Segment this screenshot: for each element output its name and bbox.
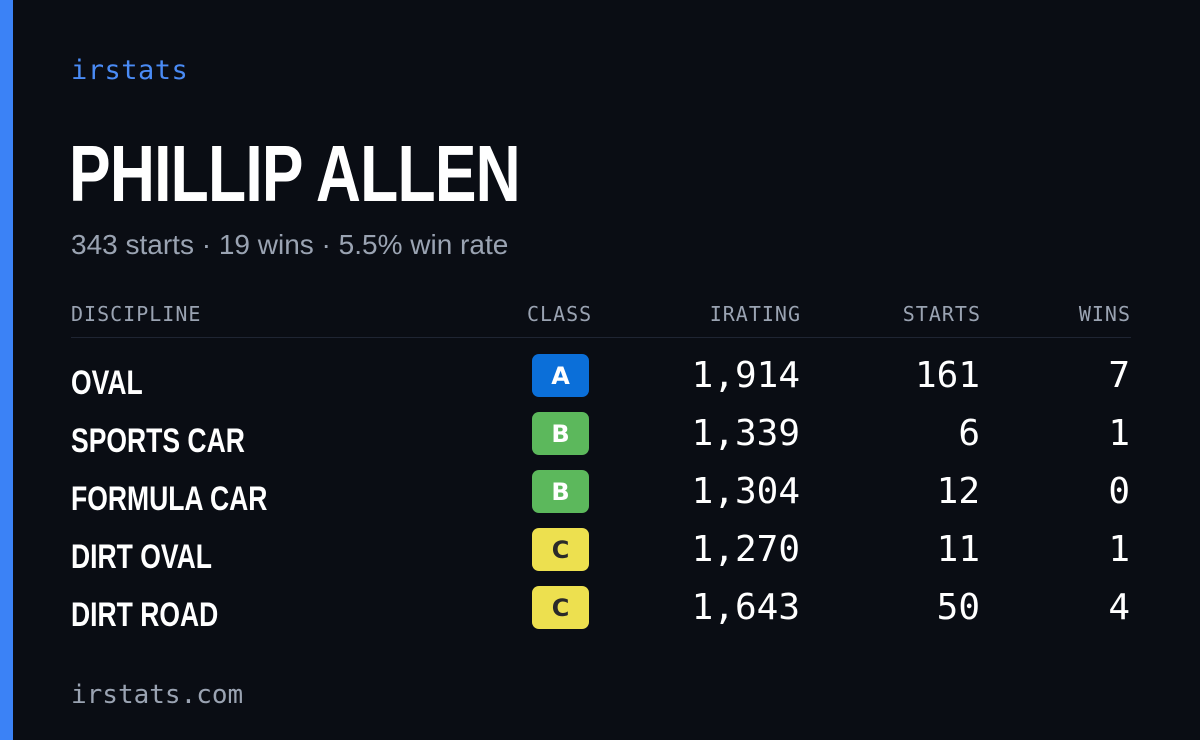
table-header: DISCIPLINE CLASS IRATING STARTS WINS xyxy=(71,300,1131,338)
discipline-name: FORMULA CAR xyxy=(71,480,268,518)
starts-value: 12 xyxy=(936,471,980,512)
footer-domain: irstats.com xyxy=(71,680,244,710)
wins-value: 0 xyxy=(1108,471,1130,512)
header-irating: IRATING xyxy=(709,302,801,326)
header-discipline: DISCIPLINE xyxy=(71,302,202,326)
wins-value: 7 xyxy=(1108,355,1130,396)
class-badge: C xyxy=(532,528,589,571)
driver-name: PHILLIP ALLEN xyxy=(69,129,521,218)
header-class: CLASS xyxy=(527,302,593,326)
discipline-name: DIRT OVAL xyxy=(71,538,212,576)
header-starts: STARTS xyxy=(902,302,981,326)
irating-value: 1,270 xyxy=(691,529,800,570)
table-row: SPORTS CAR B 1,339 6 1 xyxy=(71,412,1131,470)
irating-value: 1,304 xyxy=(691,471,800,512)
table-body: OVAL A 1,914 161 7 SPORTS CAR B 1,339 6 … xyxy=(71,354,1131,644)
class-badge: B xyxy=(532,412,589,455)
starts-value: 50 xyxy=(936,587,980,628)
irating-value: 1,914 xyxy=(691,355,800,396)
starts-value: 6 xyxy=(958,413,980,454)
class-badge: A xyxy=(532,354,589,397)
class-badge: C xyxy=(532,586,589,629)
irating-value: 1,339 xyxy=(691,413,800,454)
discipline-name: SPORTS CAR xyxy=(71,422,245,460)
stats-table: DISCIPLINE CLASS IRATING STARTS WINS OVA… xyxy=(71,300,1131,644)
wins-value: 1 xyxy=(1108,413,1130,454)
wins-value: 1 xyxy=(1108,529,1130,570)
discipline-name: DIRT ROAD xyxy=(71,596,219,634)
accent-bar xyxy=(0,0,13,740)
table-row: DIRT OVAL C 1,270 11 1 xyxy=(71,528,1131,586)
table-row: DIRT ROAD C 1,643 50 4 xyxy=(71,586,1131,644)
wins-value: 4 xyxy=(1108,587,1130,628)
starts-value: 161 xyxy=(914,355,980,396)
discipline-name: OVAL xyxy=(71,364,143,402)
table-row: OVAL A 1,914 161 7 xyxy=(71,354,1131,412)
header-wins: WINS xyxy=(1078,302,1131,326)
brand-logo: irstats xyxy=(71,55,189,86)
driver-summary: 343 starts · 19 wins · 5.5% win rate xyxy=(71,229,509,260)
irating-value: 1,643 xyxy=(691,587,800,628)
table-row: FORMULA CAR B 1,304 12 0 xyxy=(71,470,1131,528)
class-badge: B xyxy=(532,470,589,513)
starts-value: 11 xyxy=(936,529,980,570)
